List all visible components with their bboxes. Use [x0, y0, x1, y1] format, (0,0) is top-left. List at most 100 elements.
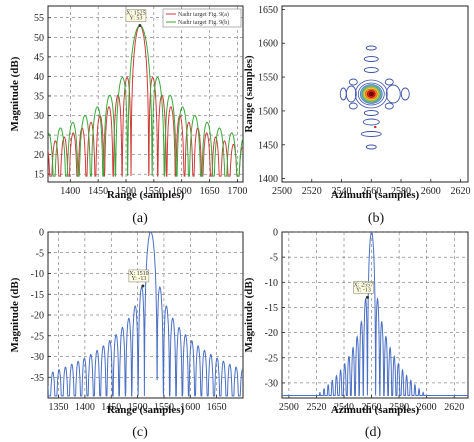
x-axis-label: Azimuth (samples)	[331, 404, 420, 416]
y-tick-label: -5	[36, 248, 44, 259]
x-tick-label: 2600	[421, 186, 441, 197]
x-tick-label: 2560	[361, 186, 381, 197]
contour-dot	[374, 125, 377, 129]
contour-line	[363, 110, 379, 116]
x-tick-label: 2620	[444, 402, 464, 413]
y-tick-label: 25	[34, 131, 44, 142]
legend-box	[162, 8, 242, 28]
x-tick-label: 1450	[101, 402, 121, 413]
x-tick-label: 2520	[306, 402, 326, 413]
contour-line	[348, 78, 358, 86]
contour-line	[384, 102, 394, 110]
series-line	[48, 232, 243, 397]
datatip-text: X: 1510	[129, 271, 149, 277]
y-tick-label: 50	[34, 33, 44, 44]
x-tick-label: 2620	[451, 186, 471, 197]
y-tick-label: -30	[265, 378, 278, 389]
x-tick-label: 1600	[172, 186, 192, 197]
contour-plot	[339, 45, 410, 150]
y-tick-label: 20	[34, 150, 44, 161]
y-tick-label: -20	[31, 311, 44, 322]
y-tick-label: 45	[34, 52, 44, 63]
y-tick-label: -10	[265, 278, 278, 289]
x-tick-label: 2540	[334, 402, 354, 413]
contour-line	[362, 118, 380, 126]
panel-caption: (b)	[368, 211, 385, 226]
y-tick-label: -10	[31, 269, 44, 280]
x-tick-label: 2580	[389, 402, 409, 413]
y-tick-label: 1650	[258, 5, 278, 16]
x-tick-label: 1600	[180, 402, 200, 413]
y-tick-label: 1500	[258, 106, 278, 117]
contour-line	[400, 87, 410, 101]
x-tick-label: 1500	[116, 186, 136, 197]
y-axis-label: Magnitude (dB)	[9, 277, 21, 352]
datatip-marker	[141, 284, 145, 288]
y-tick-label: -30	[31, 352, 44, 363]
y-tick-label: 55	[34, 13, 44, 24]
contour-line	[384, 78, 394, 86]
y-tick-label: 1550	[258, 73, 278, 84]
panel-caption: (a)	[132, 211, 148, 226]
contour-line	[360, 131, 382, 137]
x-tick-label: 1450	[88, 186, 108, 197]
y-tick-label: 1600	[258, 39, 278, 50]
y-tick-label: 40	[34, 72, 44, 83]
series-line	[48, 25, 243, 177]
panel-caption: (d)	[365, 425, 382, 440]
y-tick-label: -20	[265, 328, 278, 339]
x-tick-label: 1350	[49, 402, 69, 413]
x-tick-label: 2580	[391, 186, 411, 197]
x-axis-label: Azimuth (samples)	[331, 189, 420, 201]
contour-line	[365, 144, 377, 150]
contour-line	[365, 45, 377, 51]
contour-line	[357, 82, 385, 106]
y-tick-label: 0	[273, 228, 278, 239]
datatip-text: Y: 53	[129, 16, 142, 22]
legend-entry: Nadir target Fig. 9(b)	[178, 19, 229, 26]
panel-caption: (c)	[132, 425, 148, 440]
datatip-marker	[365, 295, 369, 299]
y-tick-label: -15	[31, 290, 44, 301]
x-tick-label: 1650	[207, 402, 227, 413]
x-tick-label: 1400	[60, 186, 80, 197]
x-tick-label: 1500	[128, 402, 148, 413]
x-tick-label: 2500	[279, 402, 299, 413]
panel-b: 2500 2520 2540 2560 2580 2600 2620 1400 1450 1500…	[243, 5, 471, 226]
y-tick-label: -15	[265, 303, 278, 314]
x-tick-label: 2600	[417, 402, 437, 413]
contour-line	[368, 91, 374, 97]
contour-line	[385, 84, 401, 104]
x-tick-label: 1550	[144, 186, 164, 197]
datatip-box	[353, 281, 374, 294]
datatip-box	[128, 269, 150, 283]
x-tick-label: 1700	[227, 186, 247, 197]
datatip-marker	[138, 24, 142, 28]
y-tick-label: 0	[39, 228, 44, 239]
y-tick-label: 1400	[258, 174, 278, 185]
x-axis-label: Range (samples)	[107, 189, 185, 201]
series-line	[48, 25, 243, 178]
contour-line	[363, 67, 379, 73]
x-tick-label: 2520	[302, 186, 322, 197]
series-line	[282, 232, 468, 396]
x-tick-label: 1550	[154, 402, 174, 413]
y-tick-label: 1450	[258, 140, 278, 151]
y-axis-label: Magnitude (dB)	[243, 277, 255, 352]
x-tick-label: 1650	[200, 186, 220, 197]
datatip-text: X: 2557	[354, 282, 374, 288]
y-tick-label: -5	[270, 253, 278, 264]
legend-entry: Nadir target Fig. 9(a)	[178, 11, 229, 18]
datatip-text: Y: -13	[356, 287, 371, 293]
y-tick-label: -25	[265, 353, 278, 364]
x-tick-label: 1400	[75, 402, 95, 413]
y-tick-label: 30	[34, 111, 44, 122]
datatip-box	[125, 9, 147, 22]
y-tick-label: -25	[31, 331, 44, 342]
panel-d: 2500 2520 2540 2560 2580 2600 2620 0 -5 -10 -15 -20…	[243, 228, 469, 440]
y-axis-label: Magnitude (dB)	[9, 56, 21, 131]
y-axis-label: Range (samples)	[243, 55, 255, 133]
y-tick-label: 35	[34, 91, 44, 102]
y-tick-label: -35	[31, 373, 44, 384]
x-axis-label: Range (samples)	[107, 404, 185, 416]
